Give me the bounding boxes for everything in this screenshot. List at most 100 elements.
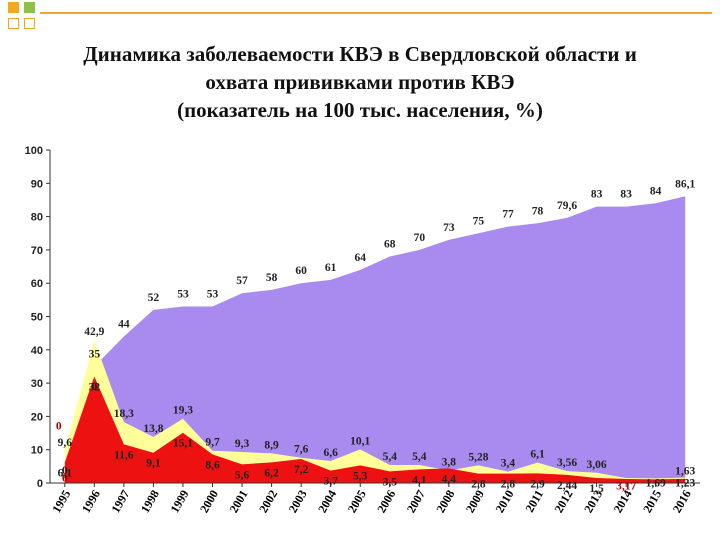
corner-square-outline-1: [8, 18, 19, 29]
incidence-red-data-label: 2,44: [557, 480, 577, 492]
coverage-area: [64, 196, 686, 484]
coverage-data-label: 53: [207, 289, 219, 301]
incidence-red-data-label: 3,7: [323, 476, 338, 488]
x-tick-label: 2016: [670, 488, 694, 516]
incidence-red-data-label: 2,8: [501, 479, 516, 491]
coverage-data-label: 75: [473, 215, 485, 227]
incidence-red-data-label: 15,1: [173, 438, 193, 450]
y-tick-label: 60: [31, 278, 43, 290]
coverage-data-label: 57: [236, 275, 248, 287]
x-tick-label: 2008: [433, 488, 457, 516]
extra-data-label: 0: [62, 472, 68, 484]
y-tick-label: 0: [37, 478, 43, 490]
x-tick-label: 2005: [345, 488, 369, 516]
incidence-yellow-data-label: 5,4: [383, 451, 398, 463]
incidence-red-data-label: 11,6: [114, 449, 134, 461]
incidence-red-data-label: 32: [89, 381, 101, 393]
incidence-yellow-data-label: 19,3: [173, 405, 193, 417]
incidence-yellow-data-label: 10,1: [350, 435, 370, 447]
y-tick-label: 40: [31, 345, 43, 357]
y-tick-label: 50: [31, 312, 43, 324]
incidence-red-data-label: 5,3: [353, 470, 368, 482]
coverage-data-label: 61: [325, 262, 337, 274]
incidence-red-data-label: 2,8: [471, 479, 486, 491]
y-tick-label: 80: [31, 212, 43, 224]
coverage-data-label: 83: [620, 189, 632, 201]
incidence-yellow-data-label: 13,8: [143, 423, 163, 435]
coverage-data-label: 73: [443, 222, 455, 234]
coverage-data-label: 84: [650, 185, 662, 197]
y-tick-label: 30: [31, 378, 43, 390]
title-line-1: Динамика заболеваемости КВЭ в Свердловск…: [83, 42, 637, 66]
x-tick-label: 2000: [197, 488, 221, 516]
coverage-data-label: 35: [89, 348, 101, 360]
coverage-data-label: 58: [266, 272, 278, 284]
extra-data-label: 0: [56, 421, 62, 433]
extra-data-label: 1,69: [646, 477, 666, 489]
incidence-yellow-data-label: 3,56: [557, 457, 577, 469]
x-tick-label: 2007: [404, 488, 428, 516]
incidence-red-data-label: 6,1: [58, 468, 73, 480]
incidence-red-data-label: 4,1: [412, 474, 427, 486]
incidence-yellow-data-label: 9,3: [235, 438, 250, 450]
incidence-yellow-data-label: 18,3: [114, 408, 134, 420]
y-tick-label: 10: [31, 445, 43, 457]
incidence-red-data-label: 5,6: [235, 469, 250, 481]
corner-square-outline-2: [24, 18, 35, 29]
x-tick-label: 2006: [374, 488, 398, 516]
coverage-data-label: 44: [118, 318, 130, 330]
incidence-yellow-data-label: 8,9: [264, 439, 279, 451]
x-tick-label: 2003: [286, 488, 310, 516]
x-tick-label: 2010: [492, 488, 516, 516]
incidence-yellow-data-label: 9,7: [205, 437, 220, 449]
incidence-yellow-data-label: 6,1: [530, 449, 545, 461]
incidence-red-data-label: 6,2: [264, 467, 279, 479]
incidence-red-data-label: 8,6: [205, 459, 220, 471]
extra-data-label: 1,63: [675, 466, 695, 478]
x-tick-label: 1999: [167, 488, 191, 516]
title-line-3: (показатель на 100 тыс. населения, %): [177, 98, 543, 122]
coverage-data-label: 0: [62, 465, 68, 477]
incidence-yellow-data-label: 7,6: [294, 444, 309, 456]
title-line-2: охвата прививками против КВЭ: [205, 70, 515, 94]
incidence-yellow-data-label: 3,4: [501, 458, 516, 470]
corner-square-green: [24, 2, 35, 13]
coverage-data-label: 83: [591, 189, 603, 201]
x-tick-label: 2002: [256, 488, 280, 516]
x-tick-label: 2004: [315, 488, 339, 516]
incidence-yellow-data-label: 3,06: [587, 459, 607, 471]
incidence-yellow-data-label: 5,28: [468, 451, 488, 463]
incidence-yellow-data-label: 3,8: [442, 456, 457, 468]
incidence-red-data-label: 3,5: [383, 476, 398, 488]
extra-data-label: 1,23: [675, 477, 695, 489]
x-tick-label: 1995: [49, 488, 73, 516]
x-tick-label: 1996: [79, 488, 103, 516]
coverage-data-label: 79,6: [557, 200, 577, 212]
incidence-yellow-data-label: 5,4: [412, 451, 427, 463]
coverage-data-label: 77: [502, 209, 514, 221]
x-tick-label: 2015: [640, 488, 664, 516]
incidence-yellow-data-label: 42,9: [84, 326, 104, 338]
incidence-red-data-label: 9,1: [146, 458, 161, 470]
extra-data-label: 3,17: [616, 481, 636, 493]
coverage-data-label: 53: [177, 289, 189, 301]
incidence-red-data-label: 2,9: [530, 478, 545, 490]
header-rule: [40, 12, 712, 14]
x-tick-label: 2011: [522, 488, 546, 515]
incidence-area-red: [64, 376, 686, 483]
y-tick-label: 70: [31, 245, 43, 257]
y-tick-label: 20: [31, 411, 43, 423]
coverage-data-label: 78: [532, 205, 544, 217]
x-tick-label: 1998: [138, 488, 162, 516]
x-tick-label: 1997: [108, 488, 132, 516]
chart-title: Динамика заболеваемости КВЭ в Свердловск…: [20, 40, 700, 124]
incidence-yellow-data-label: 6,6: [323, 447, 338, 459]
coverage-data-label: 68: [384, 239, 396, 251]
incidence-red-data-label: 4,4: [442, 473, 457, 485]
y-tick-label: 90: [31, 178, 43, 190]
coverage-data-label: 70: [414, 232, 426, 244]
y-tick-label: 100: [25, 145, 43, 157]
extra-data-label: 0: [91, 381, 97, 393]
corner-square-orange: [8, 2, 19, 13]
